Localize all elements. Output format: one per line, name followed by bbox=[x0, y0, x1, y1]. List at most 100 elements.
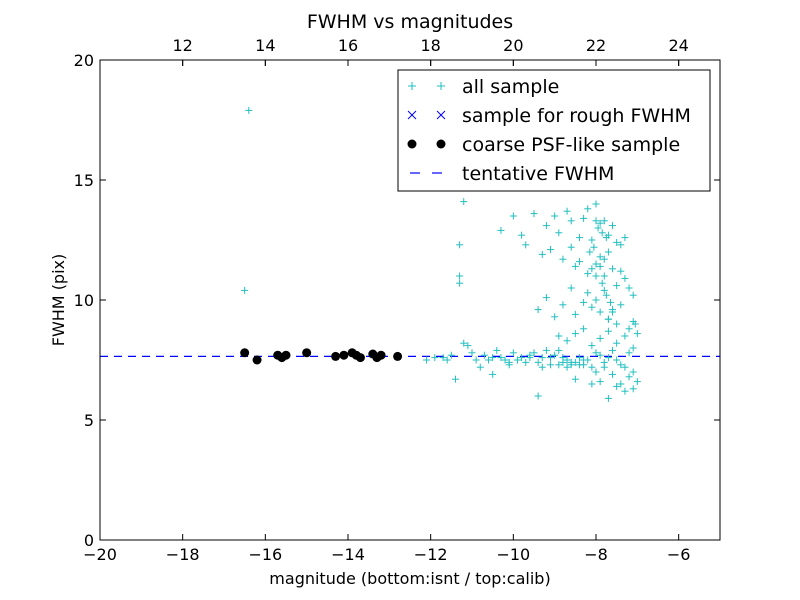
all-sample-point bbox=[575, 354, 583, 362]
all-sample-point bbox=[431, 354, 439, 362]
y-axis-label: FWHM (pix) bbox=[49, 254, 68, 347]
all-sample-point bbox=[584, 205, 592, 213]
all-sample-point bbox=[451, 375, 459, 383]
y-axis: 0 5 10 15 20 bbox=[74, 51, 720, 550]
all-sample-point bbox=[468, 349, 476, 357]
all-sample-point bbox=[567, 361, 575, 369]
top-tick-label: 14 bbox=[255, 36, 275, 55]
all-sample-point bbox=[464, 342, 472, 350]
all-sample-point bbox=[588, 236, 596, 244]
legend-plus bbox=[408, 82, 416, 90]
all-sample-point bbox=[600, 286, 608, 294]
all-sample-point bbox=[534, 392, 542, 400]
all-sample-point bbox=[617, 267, 625, 275]
all-sample-point bbox=[443, 356, 451, 364]
all-sample-point bbox=[563, 356, 571, 364]
coarse-sample-point bbox=[302, 348, 312, 358]
all-sample-point bbox=[497, 226, 505, 234]
all-sample-point bbox=[617, 241, 625, 249]
all-sample-point bbox=[594, 224, 602, 232]
coarse-sample-point bbox=[376, 350, 386, 360]
all-sample-point bbox=[592, 349, 600, 357]
legend: all sample sample for rough FWHM coarse … bbox=[397, 69, 711, 192]
chart-title: FWHM vs magnitudes bbox=[307, 11, 513, 33]
all-sample-point bbox=[580, 361, 588, 369]
all-sample-point bbox=[604, 327, 612, 335]
all-sample-point bbox=[621, 332, 629, 340]
all-sample-point bbox=[571, 310, 579, 318]
coarse-sample-point bbox=[393, 351, 403, 361]
all-sample-point bbox=[571, 262, 579, 270]
all-sample-point bbox=[571, 358, 579, 366]
all-sample-point bbox=[602, 234, 610, 242]
legend-entry-rough-sample: sample for rough FWHM bbox=[407, 105, 691, 127]
all-sample-point bbox=[596, 378, 604, 386]
all-sample-point bbox=[559, 255, 567, 263]
legend-entry-coarse-sample: coarse PSF-like sample bbox=[407, 134, 680, 156]
legend-entry-all-sample: all sample bbox=[408, 76, 559, 98]
all-sample-point bbox=[245, 106, 253, 114]
all-sample-point bbox=[600, 358, 608, 366]
legend-marker-circle bbox=[407, 139, 417, 149]
all-sample-point bbox=[631, 320, 639, 328]
all-sample-point bbox=[580, 298, 588, 306]
all-sample-point bbox=[547, 246, 555, 254]
all-sample-point bbox=[613, 238, 621, 246]
all-sample-point bbox=[588, 380, 596, 388]
legend-x bbox=[436, 110, 446, 120]
all-sample-point bbox=[586, 248, 594, 256]
top-tick-label: 12 bbox=[172, 36, 192, 55]
all-sample-point bbox=[609, 222, 617, 230]
all-sample-point bbox=[621, 234, 629, 242]
all-sample-point bbox=[584, 356, 592, 364]
x-tick-label: −18 bbox=[166, 545, 200, 564]
all-sample-point bbox=[509, 349, 517, 357]
all-sample-point bbox=[598, 229, 606, 237]
legend-x bbox=[407, 110, 417, 120]
top-tick-label: 16 bbox=[338, 36, 358, 55]
all-sample-point bbox=[542, 222, 550, 230]
all-sample-point bbox=[522, 358, 530, 366]
all-sample-point bbox=[423, 356, 431, 364]
y-tick-label: 5 bbox=[84, 411, 94, 430]
all-sample-point bbox=[617, 380, 625, 388]
x-axis-label: magnitude (bottom:isnt / top:calib) bbox=[269, 569, 550, 588]
all-sample-point bbox=[588, 363, 596, 371]
all-sample-point bbox=[555, 332, 563, 340]
all-sample-point bbox=[625, 284, 633, 292]
all-sample-point bbox=[497, 354, 505, 362]
all-sample-point bbox=[518, 231, 526, 239]
all-sample-point bbox=[629, 368, 637, 376]
all-sample-point bbox=[580, 214, 588, 222]
x-tick-label: −14 bbox=[331, 545, 365, 564]
all-sample-point bbox=[460, 339, 468, 347]
all-sample-point bbox=[526, 351, 534, 359]
all-sample-point bbox=[625, 325, 633, 333]
legend-entry-tentative-fwhm: tentative FWHM bbox=[410, 163, 614, 185]
all-sample-point bbox=[472, 356, 480, 364]
legend-box bbox=[397, 69, 711, 192]
all-sample-point bbox=[596, 334, 604, 342]
x-axis-top: 12 14 16 18 20 22 24 bbox=[172, 36, 689, 66]
all-sample-point bbox=[489, 354, 497, 362]
all-sample-point bbox=[596, 308, 604, 316]
all-sample-point bbox=[596, 262, 604, 270]
y-tick-label: 20 bbox=[74, 51, 94, 70]
legend-marker-circle bbox=[436, 139, 446, 149]
all-sample-point bbox=[580, 325, 588, 333]
x-tick-label: −12 bbox=[414, 545, 448, 564]
all-sample-point bbox=[592, 260, 600, 268]
all-sample-point bbox=[613, 382, 621, 390]
all-sample-point bbox=[542, 294, 550, 302]
coarse-sample-point bbox=[252, 355, 262, 365]
legend-label-rough-sample: sample for rough FWHM bbox=[462, 105, 691, 127]
legend-marker-x bbox=[436, 110, 446, 120]
all-sample-point bbox=[456, 241, 464, 249]
all-sample-point bbox=[456, 272, 464, 280]
coarse-sample-point bbox=[281, 350, 291, 360]
all-sample-point bbox=[485, 356, 493, 364]
all-sample-point bbox=[625, 373, 633, 381]
all-sample-point bbox=[592, 200, 600, 208]
legend-x-b bbox=[436, 110, 446, 120]
